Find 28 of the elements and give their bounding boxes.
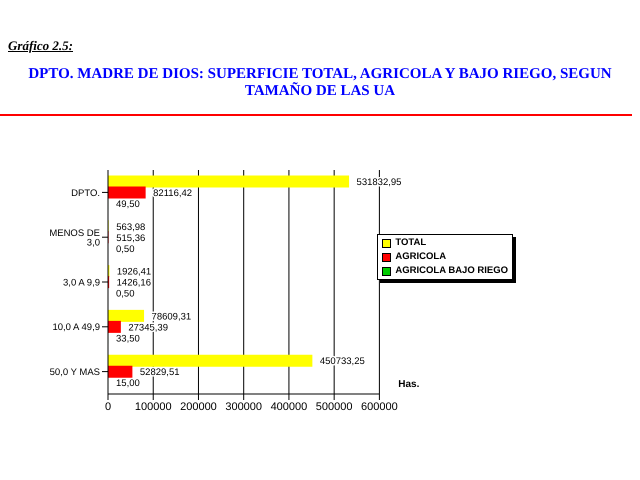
x-tick-label: 100000 bbox=[134, 400, 172, 413]
y-tick-label: DPTO. bbox=[71, 188, 100, 199]
data-label: 1926,41 bbox=[116, 266, 152, 278]
data-label: 0,50 bbox=[116, 288, 134, 300]
x-tick-label: 400000 bbox=[270, 400, 308, 413]
x-tick-label: 300000 bbox=[225, 400, 262, 413]
y-tick-label: 50,0 Y MAS bbox=[50, 366, 100, 378]
chart-title: Gráfico 2.5: bbox=[8, 38, 74, 54]
data-label: 563,98 bbox=[116, 222, 146, 233]
y-tick-label: MENOS DE 3,0 bbox=[49, 228, 100, 248]
data-label: 1426,16 bbox=[116, 278, 151, 289]
legend-label: AGRICOLA bbox=[395, 250, 446, 264]
x-tick-label: 0 bbox=[104, 400, 112, 413]
legend-label: AGRICOLA BAJO RIEGO bbox=[395, 264, 508, 278]
x-axis-title: Has. bbox=[398, 379, 420, 390]
data-label: 515,36 bbox=[116, 232, 146, 244]
data-label: 15,00 bbox=[116, 378, 140, 390]
data-label: 33,50 bbox=[116, 333, 140, 344]
data-label: 82116,42 bbox=[153, 188, 192, 199]
data-label: 0,50 bbox=[116, 244, 134, 255]
data-label: 49,50 bbox=[116, 199, 140, 210]
y-tick-label: 10,0 A 49,9 bbox=[52, 322, 100, 334]
legend-label: TOTAL bbox=[395, 236, 426, 250]
y-tick-label: 3,0 A 9,9 bbox=[63, 277, 100, 288]
x-tick-label: 200000 bbox=[180, 400, 217, 413]
x-tick-label: 500000 bbox=[316, 400, 353, 413]
chart-subtitle: DPTO. MADRE DE DIOS: SUPERFICIE TOTAL, AGRICOLA Y BAJO RIEGO, SEGUN TAMAÑO DE LAS UA bbox=[27, 66, 613, 100]
x-tick-label: 600000 bbox=[361, 400, 398, 413]
